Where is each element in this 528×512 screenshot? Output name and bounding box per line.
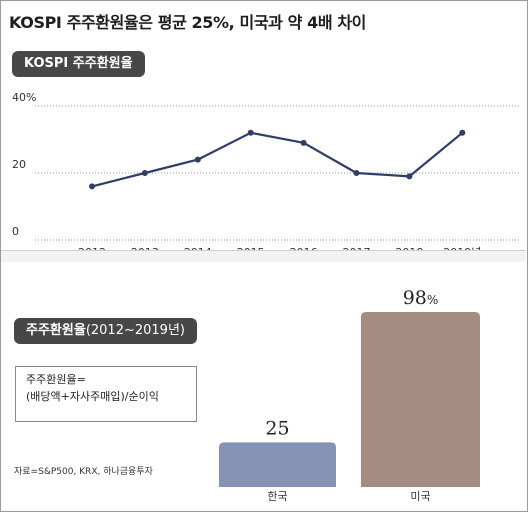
y-tick-label: 20 (12, 158, 26, 171)
formula-line-1: 주주환원율= (26, 373, 86, 386)
bar-0 (219, 442, 336, 487)
source-note: 자료=S&P500, KRX, 하나금융투자 (14, 467, 153, 477)
y-tick-label: 0 (12, 225, 19, 238)
data-point (141, 170, 148, 176)
series-line (91, 131, 463, 188)
y-tick-label: 40% (12, 91, 36, 104)
formula-box: 주주환원율= (배당액+자사주매입)/순이익 (15, 366, 197, 422)
data-point (300, 139, 307, 146)
data-point (459, 129, 466, 136)
line-chart-title: KOSPI 주주환원율 (24, 56, 133, 71)
data-point (353, 170, 360, 176)
line-chart-title-pill: KOSPI 주주환원율 (12, 51, 145, 77)
bar-chart-title-main: 주주환원율 (26, 323, 86, 338)
page-title: KOSPI 주주환원율은 평균 25%, 미국과 약 4배 차이 (9, 13, 366, 32)
bar-value-label: 25 (265, 417, 289, 439)
bar-chart-title-sub: (2012~2019년) (85, 323, 185, 338)
bar-1 (361, 312, 480, 487)
bar-chart: 25 한국 98% 미국 (219, 287, 480, 503)
formula-line-2: (배당액+자사주매입)/순이익 (26, 390, 159, 403)
data-point (194, 156, 201, 163)
data-point (406, 173, 413, 180)
bar-category-label: 한국 (267, 490, 287, 503)
data-point (247, 129, 254, 136)
data-point (89, 183, 95, 190)
bar-value-label: 98% (403, 287, 439, 309)
bar-category-label: 미국 (410, 490, 430, 503)
bar-chart-title-pill: 주주환원율(2012~2019년) (14, 318, 197, 344)
